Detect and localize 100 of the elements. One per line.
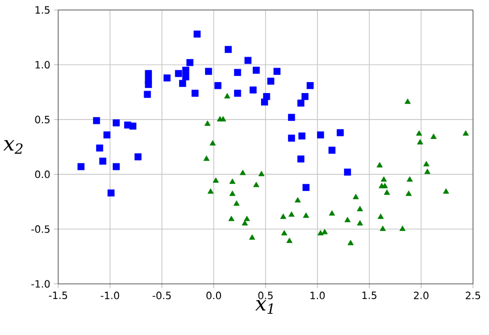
point xyxy=(129,122,136,130)
point xyxy=(182,73,190,80)
point xyxy=(380,226,386,232)
x-tick-label: -1.0 xyxy=(100,292,120,300)
point xyxy=(96,144,104,152)
point xyxy=(423,161,430,166)
point xyxy=(244,56,252,64)
point xyxy=(267,78,274,85)
y-tick-label: -0.5 xyxy=(31,225,50,233)
x-axis-title: x$_{1}$ xyxy=(255,300,273,314)
point xyxy=(286,238,292,244)
point xyxy=(203,156,210,161)
point xyxy=(430,134,437,139)
x-tick-label: 2.5 xyxy=(466,292,480,300)
point xyxy=(384,190,390,195)
point xyxy=(322,228,328,234)
point xyxy=(382,182,388,188)
point xyxy=(192,90,199,97)
x-tick-label: 0.5 xyxy=(258,292,273,300)
point xyxy=(317,131,324,138)
point xyxy=(288,134,296,142)
point xyxy=(186,59,194,66)
point xyxy=(204,120,211,126)
point xyxy=(250,86,257,94)
x-tick-label: 1.5 xyxy=(362,292,376,300)
point xyxy=(224,93,230,98)
point xyxy=(261,98,268,106)
point xyxy=(242,220,248,226)
point xyxy=(297,100,304,107)
x-tick-label: 1.0 xyxy=(310,292,325,300)
point xyxy=(144,90,151,98)
point xyxy=(234,69,242,76)
point xyxy=(212,177,219,183)
point xyxy=(205,68,212,75)
point xyxy=(112,119,120,126)
point xyxy=(134,153,142,160)
point xyxy=(253,182,260,188)
point xyxy=(424,168,430,174)
point xyxy=(164,74,171,82)
point xyxy=(406,190,412,196)
point xyxy=(249,234,256,240)
point xyxy=(280,214,286,219)
point xyxy=(224,46,232,53)
point xyxy=(399,226,406,232)
point xyxy=(252,66,260,74)
point xyxy=(240,170,246,176)
x-tick-label: 0.0 xyxy=(206,292,222,300)
point xyxy=(244,216,250,222)
point xyxy=(416,130,422,136)
point xyxy=(274,68,280,75)
point xyxy=(302,93,308,100)
point xyxy=(417,139,424,144)
point xyxy=(234,90,242,97)
point xyxy=(306,82,314,90)
point xyxy=(77,163,84,170)
point xyxy=(380,176,387,182)
y-tick-label: 0.5 xyxy=(35,116,50,124)
point xyxy=(182,66,190,74)
point xyxy=(220,116,226,122)
point xyxy=(404,98,411,104)
point xyxy=(208,188,214,194)
y-tick-label: -1.0 xyxy=(31,280,50,288)
y-tick-label: 0.0 xyxy=(35,170,50,178)
point xyxy=(442,188,450,194)
point xyxy=(348,240,354,246)
point xyxy=(174,70,182,78)
point xyxy=(302,212,310,218)
x-tick-label: 2.0 xyxy=(414,292,428,300)
point xyxy=(194,30,201,38)
point xyxy=(376,162,383,168)
point xyxy=(356,220,364,226)
point xyxy=(229,190,236,196)
point xyxy=(228,216,234,222)
point xyxy=(344,168,352,176)
point xyxy=(288,211,295,217)
point xyxy=(328,210,336,216)
y-tick-label: 1.0 xyxy=(36,61,50,69)
point xyxy=(297,156,304,163)
point xyxy=(406,176,413,182)
point xyxy=(328,146,336,154)
point xyxy=(462,130,469,136)
point xyxy=(103,131,110,138)
point xyxy=(294,197,301,203)
point xyxy=(108,190,115,197)
point xyxy=(99,158,106,165)
point xyxy=(210,140,216,146)
x-tick-label: -1.5 xyxy=(48,292,68,300)
point xyxy=(356,206,364,212)
point xyxy=(144,70,152,78)
y-tick-label: 1.5 xyxy=(36,6,50,14)
point xyxy=(344,216,351,222)
point xyxy=(378,214,384,219)
point xyxy=(93,117,100,124)
point xyxy=(298,132,306,140)
point xyxy=(179,80,186,87)
point xyxy=(288,114,296,121)
point xyxy=(144,81,152,88)
point xyxy=(281,230,288,236)
point xyxy=(336,129,344,136)
point xyxy=(302,184,310,192)
